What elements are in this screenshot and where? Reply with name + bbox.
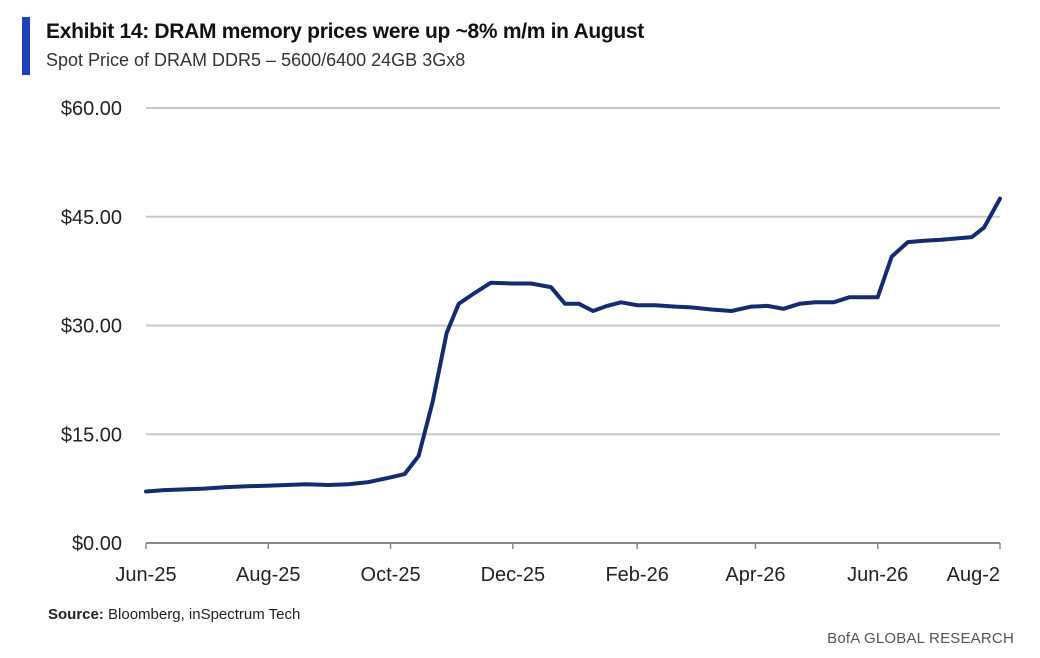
- source-text: Bloomberg, inSpectrum Tech: [103, 606, 301, 623]
- x-tick-label: Aug-2: [947, 564, 1000, 586]
- title-accent-bar: [22, 17, 30, 75]
- chart-subtitle: Spot Price of DRAM DDR5 – 5600/6400 24GB…: [46, 50, 466, 70]
- y-tick-label: $15.00: [61, 424, 122, 446]
- y-tick-label: $60.00: [61, 98, 122, 120]
- x-tick-label: Feb-26: [605, 564, 668, 586]
- y-tick-label: $45.00: [61, 207, 122, 229]
- source-note: Source: Bloomberg, inSpectrum Tech: [48, 606, 300, 623]
- x-tick-label: Oct-25: [361, 564, 421, 586]
- x-tick-label: Jun-25: [115, 564, 176, 586]
- x-tick-label: Apr-26: [725, 564, 785, 586]
- line-chart: $0.00 $15.00 $30.00 $45.00 $60.00 Jun-25 Aug-…: [61, 98, 1002, 586]
- x-tick-label: Jun-26: [847, 564, 908, 586]
- y-tick-label: $0.00: [72, 533, 122, 555]
- x-axis-ticks: Jun-25 Aug-25 Oct-25 Dec-25 Feb-26 Apr-26 Jun-…: [115, 543, 1001, 586]
- y-axis-ticks: $0.00 $15.00 $30.00 $45.00 $60.00: [61, 98, 122, 555]
- chart-title: Exhibit 14: DRAM memory prices were up ~…: [46, 20, 644, 43]
- gridlines: [146, 107, 1000, 544]
- x-tick-label: Dec-25: [481, 564, 545, 586]
- y-tick-label: $30.00: [61, 316, 122, 338]
- source-label: Source:: [48, 606, 104, 623]
- price-series-line: [144, 196, 1002, 494]
- brand-footer: BofA GLOBAL RESEARCH: [827, 630, 1014, 647]
- x-tick-label: Aug-25: [236, 564, 301, 586]
